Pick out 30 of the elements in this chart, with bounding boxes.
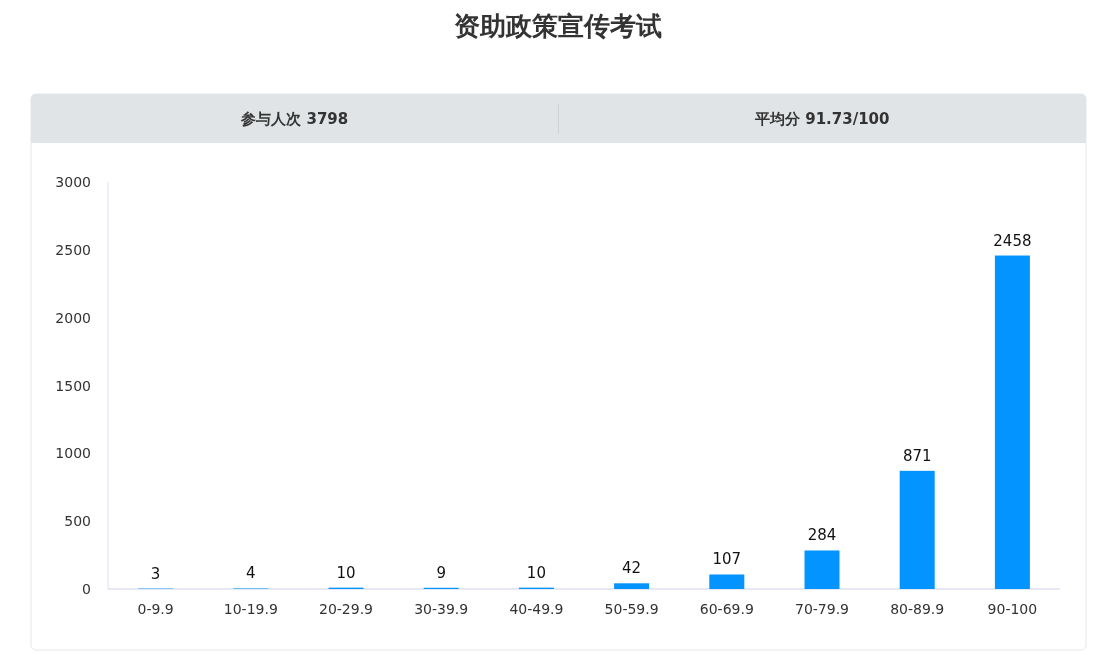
x-tick-label: 90-100 [987,601,1038,617]
data-label: 10 [336,563,356,582]
data-label: 42 [622,559,642,578]
y-tick-label: 2000 [55,309,91,326]
title: 资助政策宣传考试 [454,11,662,41]
y-tick-label: 2500 [55,241,91,258]
x-tick-label: 40-49.9 [509,601,564,617]
x-tick-label: 0-9.9 [137,601,174,617]
y-tick-label: 0 [82,581,91,597]
y-tick-label: 1500 [55,377,91,394]
data-label: 2458 [993,231,1032,250]
x-tick-label: 20-29.9 [318,601,374,617]
x-tick-label: 60-69.9 [699,601,754,617]
data-label: 284 [807,526,837,545]
data-label: 3 [150,564,161,583]
x-tick-label: 70-79.9 [794,601,850,617]
data-label: 107 [712,550,742,569]
x-tick-label: 10-19.9 [223,601,278,617]
annotation: 参与人次 3798 [241,110,349,128]
data-label: 10 [526,563,546,582]
annotation: 平均分 91.73/100 [755,110,890,128]
x-tick-label: 30-39.9 [414,601,469,617]
y-tick-label: 500 [64,513,91,530]
x-tick-label: 80-89.9 [890,601,945,617]
x-tick-label: 50-59.9 [604,601,659,617]
data-label: 4 [246,564,256,583]
data-label: 871 [902,446,932,465]
data-label: 9 [436,563,446,582]
y-tick-label: 1000 [55,445,91,462]
y-tick-label: 3000 [55,174,91,190]
